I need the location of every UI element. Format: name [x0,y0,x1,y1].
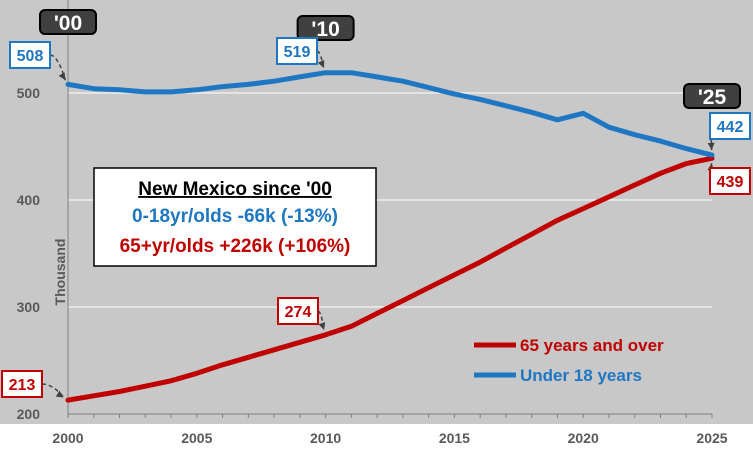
x-tick-label-2000: 2000 [52,430,83,446]
y-tick-label-400: 400 [17,192,41,208]
year-badge-2 [683,83,741,109]
series-line-65-over [65,155,715,403]
y-tick-label-300: 300 [17,299,41,315]
series-lines [65,70,715,403]
summary-box-frame [93,167,377,267]
year-badge-1 [296,15,355,41]
year-badge-0 [39,9,97,35]
legend-label-under-18: Under 18 years [520,366,642,385]
year-badge-label-0: '00 [54,12,82,35]
y-axis: 200 300 400 500 [17,0,69,422]
value-labels: 508 519 442 213 274 439 [1,37,751,398]
annotation-arrowhead-2 [707,142,715,151]
value-box-3 [1,370,43,398]
x-axis: 2000 2005 2010 2015 2020 2025 [52,413,728,446]
annotation-arrow-0 [49,54,67,81]
value-label-5: 439 [717,174,744,191]
year-badge-label-1: '10 [311,18,339,41]
value-label-1: 519 [284,44,311,61]
annotation-arrowhead-4 [318,322,326,331]
x-tick-label-2025: 2025 [696,430,727,446]
year-badge-label-2: '25 [698,86,727,109]
legend-label-65-over: 65 years and over [520,336,664,355]
value-label-3: 213 [9,377,36,394]
y-tick-label-500: 500 [17,85,41,101]
x-tick-label-2005: 2005 [181,430,212,446]
annotation-arrowhead-3 [55,390,64,398]
value-box-4 [277,297,319,325]
value-label-2: 442 [717,119,744,136]
x-tick-label-2020: 2020 [568,430,599,446]
series-line-under-18 [65,70,715,158]
year-labels: '00 '10 '25 [39,9,741,109]
value-box-0 [9,41,51,69]
x-tick-label-2015: 2015 [439,430,470,446]
annotation-arrowhead-0 [58,72,66,81]
summary-under18: 0-18yr/olds -66k (-13%) [132,206,338,227]
summary-65plus: 65+yr/olds +226k (+106%) [120,236,351,257]
value-label-0: 508 [17,48,44,65]
x-tick-label-2010: 2010 [310,430,341,446]
value-box-5 [709,167,751,195]
annotation-arrowhead-1 [317,60,325,69]
y-axis-title: Thousand [52,239,68,306]
y-tick-label-200: 200 [17,406,41,422]
value-label-4: 274 [285,304,312,321]
value-box-2 [709,112,751,140]
legend: 65 years and over Under 18 years [474,336,664,385]
summary-title: New Mexico since '00 [138,179,332,200]
summary-box: New Mexico since '00 0-18yr/olds -66k (-… [93,167,377,267]
value-box-1 [276,37,318,65]
